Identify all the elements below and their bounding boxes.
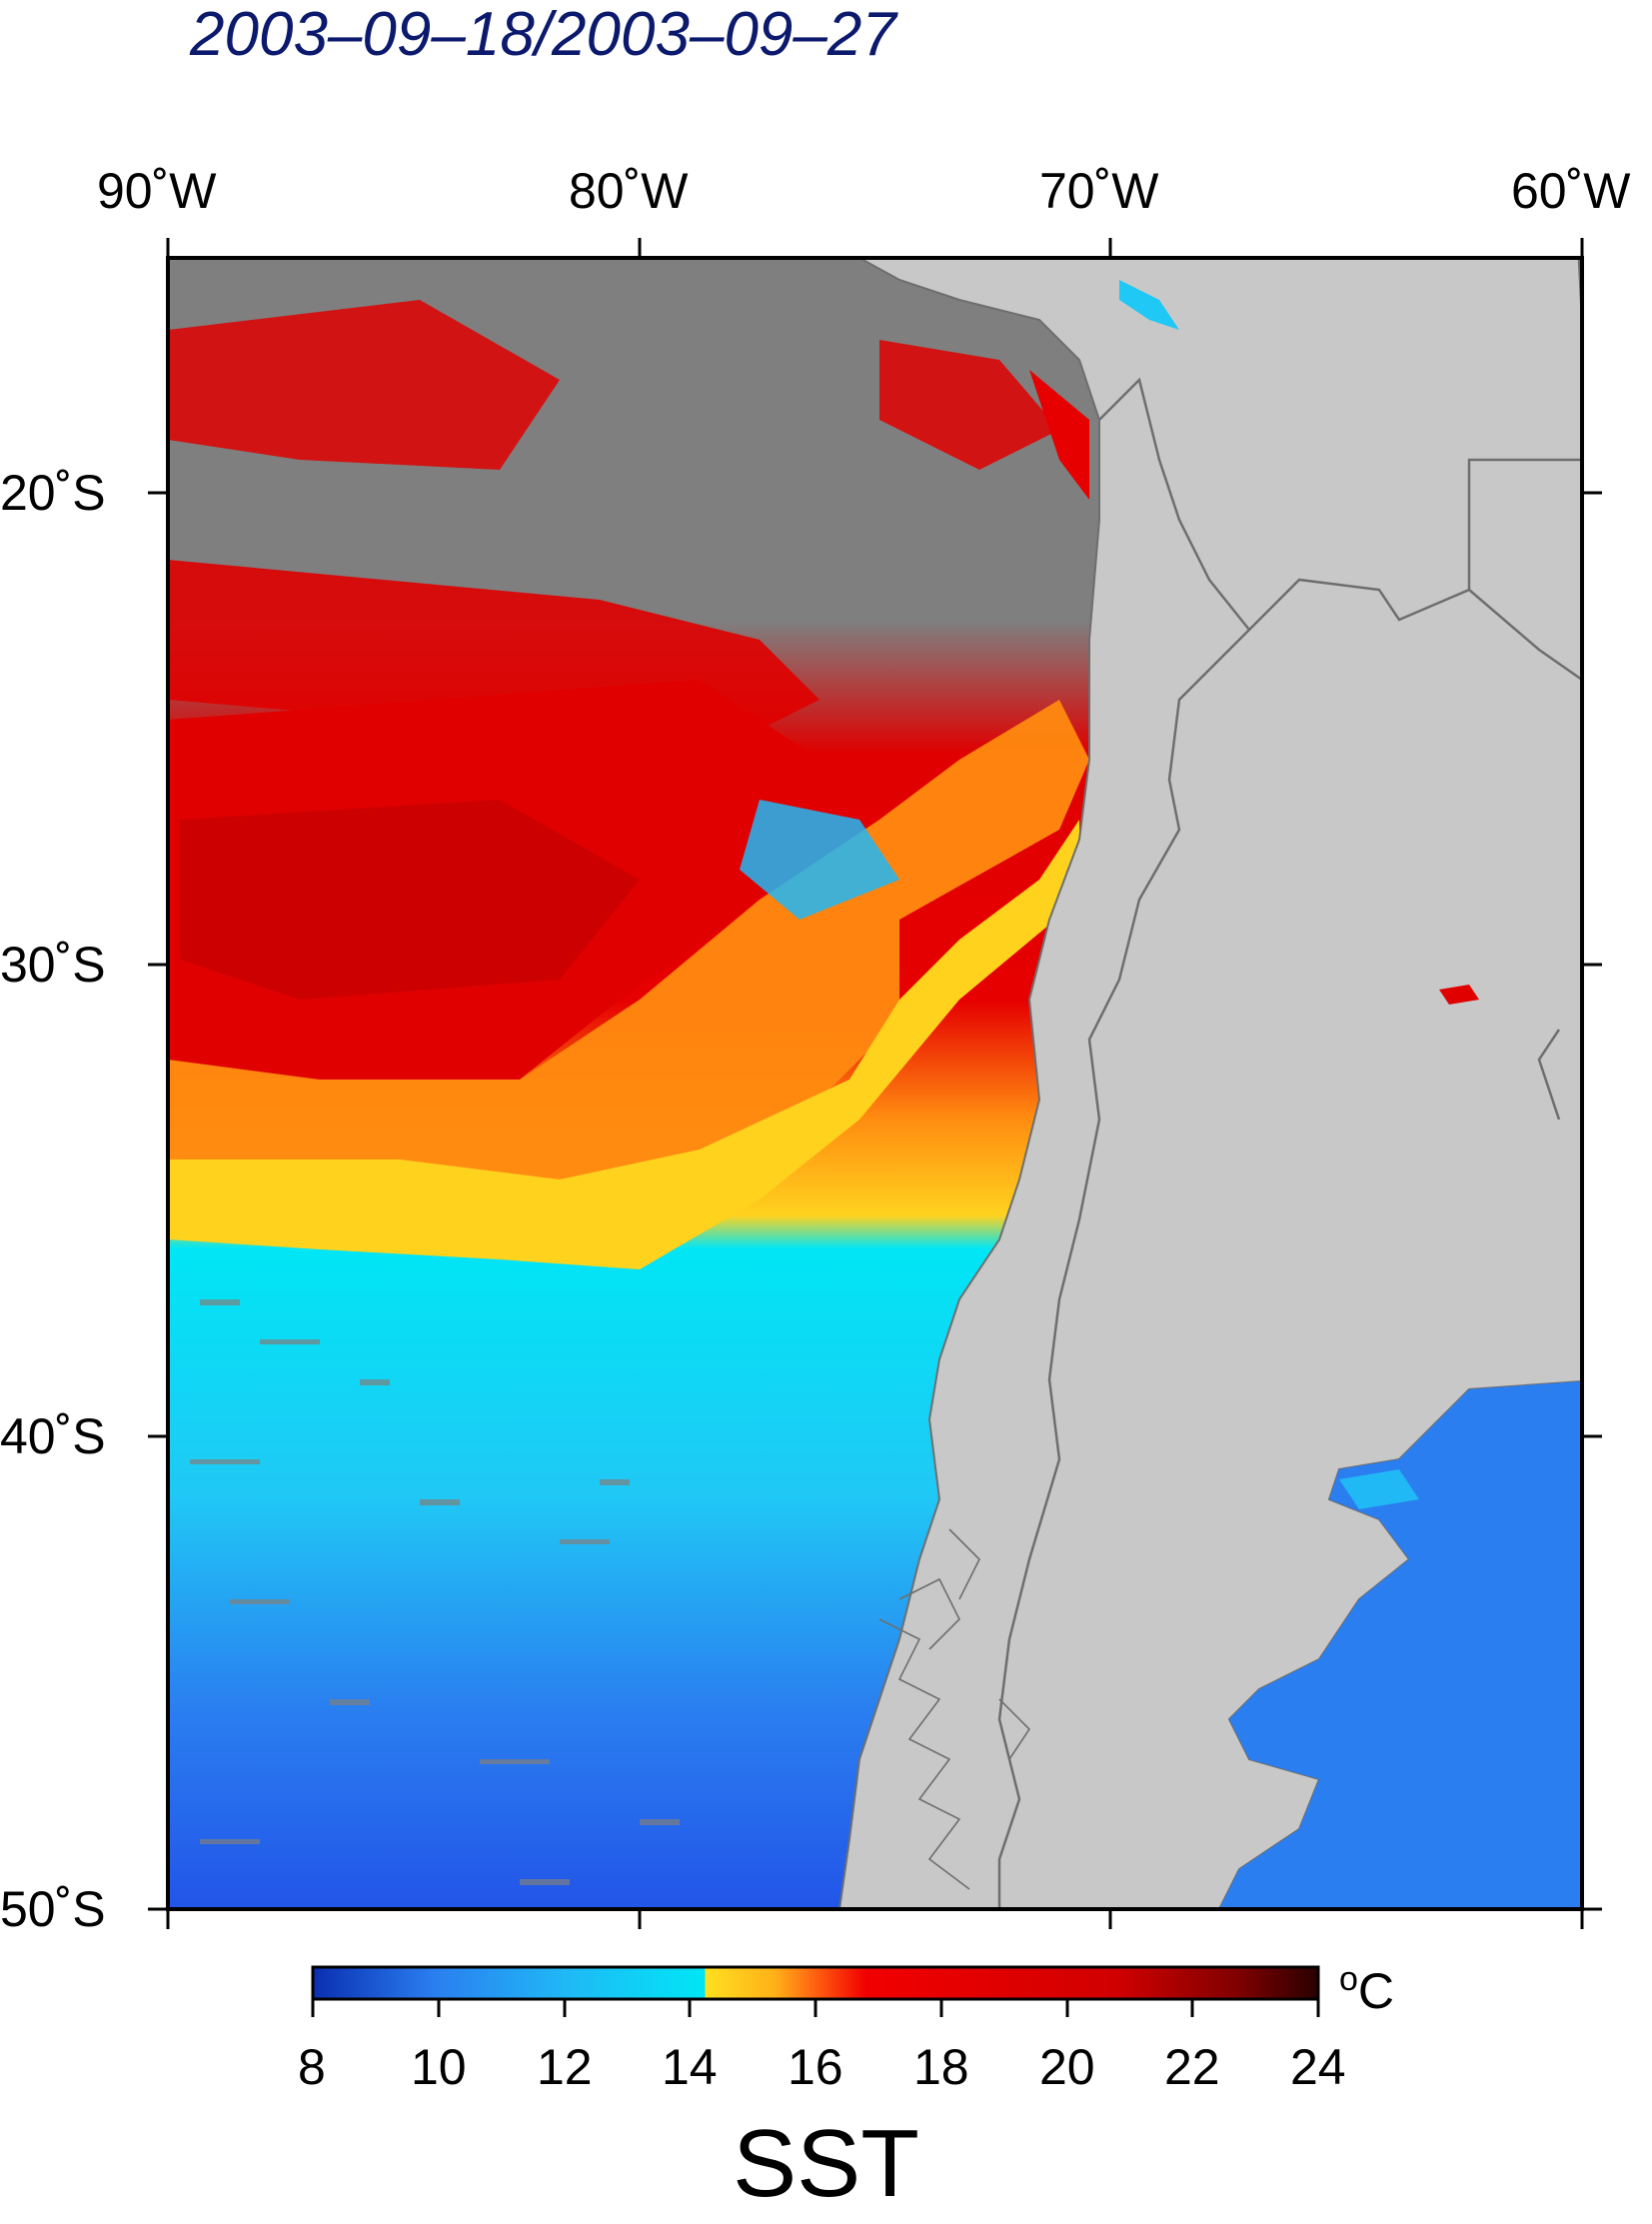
unit-degree-mark: o — [1339, 1960, 1358, 1998]
cbar-label-22: 22 — [1164, 2039, 1220, 2095]
colorbar-ticks — [311, 1999, 1320, 2017]
lat-label-40s: 40˚S — [0, 1408, 106, 1464]
map-frame — [166, 256, 1584, 1911]
lat-label-20s: 20˚S — [0, 465, 106, 521]
colorbar-unit: oC — [1339, 1951, 1394, 2019]
lake-titicaca — [1119, 280, 1179, 330]
lon-label-60w: 60˚W — [1511, 163, 1631, 219]
unit-label: C — [1357, 1963, 1395, 2019]
cbar-label-8: 8 — [298, 2039, 326, 2095]
cbar-label-24: 24 — [1290, 2039, 1346, 2095]
lat-ticks — [148, 491, 1602, 1911]
lon-label-80w: 80˚W — [569, 163, 689, 219]
bay-feature — [1339, 1469, 1419, 1509]
fjord-lines — [878, 1528, 1031, 1890]
map-title: 2003–09–18/2003–09–27 — [190, 0, 896, 69]
cbar-label-16: 16 — [788, 2039, 843, 2095]
cbar-label-10: 10 — [411, 2039, 467, 2095]
dark-red-core — [180, 800, 640, 1000]
lon-ticks-bottom — [166, 1909, 1584, 1929]
lat-label-50s: 50˚S — [0, 1881, 106, 1937]
cbar-label-12: 12 — [537, 2039, 593, 2095]
lon-label-90w: 90˚W — [97, 163, 217, 219]
cbar-label-14: 14 — [662, 2039, 718, 2095]
warm-patch-north — [168, 300, 560, 470]
variable-label: SST — [733, 2110, 919, 2217]
lon-label-70w: 70˚W — [1039, 163, 1159, 219]
nodata-speckle — [190, 1299, 680, 1885]
land-south-america — [837, 258, 1582, 1909]
warm-coast-strip — [1029, 370, 1089, 500]
cbar-label-20: 20 — [1039, 2039, 1095, 2095]
cbar-label-18: 18 — [913, 2039, 969, 2095]
lon-ticks-top — [166, 238, 1584, 258]
lake-feature — [1439, 985, 1479, 1005]
cyan-tongue — [740, 800, 899, 920]
rio-de-la-plata — [1219, 1381, 1582, 1909]
warm-patch-northeast — [879, 340, 1059, 470]
colorbar — [311, 1965, 1320, 2001]
lat-label-30s: 30˚S — [0, 937, 106, 993]
yellow-front — [168, 820, 1079, 1269]
